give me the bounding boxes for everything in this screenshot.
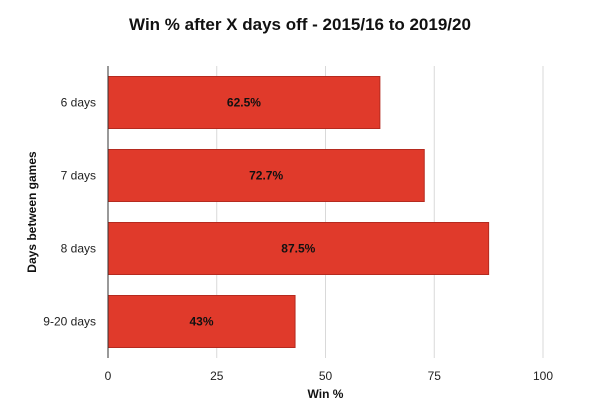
- y-axis-ticks: 6 days 7 days 8 days 9-20 days: [43, 96, 96, 329]
- x-tick-label: 25: [210, 369, 224, 383]
- bars-group: 62.5% 72.7% 87.5% 43%: [107, 76, 490, 348]
- bar: [107, 76, 381, 129]
- bar-data-label: 72.7%: [249, 169, 283, 183]
- bar: [107, 149, 425, 202]
- y-axis-label: Days between games: [25, 151, 39, 273]
- y-tick-label: 9-20 days: [43, 315, 96, 329]
- bar-data-label: 62.5%: [227, 96, 261, 110]
- x-tick-label: 0: [105, 369, 112, 383]
- x-tick-label: 75: [428, 369, 442, 383]
- y-tick-label: 7 days: [61, 169, 96, 183]
- x-axis-ticks: 0 25 50 75 100: [105, 369, 554, 383]
- y-tick-label: 6 days: [61, 96, 96, 110]
- x-tick-label: 100: [533, 369, 553, 383]
- x-tick-label: 50: [319, 369, 333, 383]
- y-tick-label: 8 days: [61, 242, 96, 256]
- bar-data-label: 87.5%: [281, 242, 315, 256]
- bar: [107, 222, 490, 275]
- bar-data-label: 43%: [190, 315, 214, 329]
- chart-title: Win % after X days off - 2015/16 to 2019…: [129, 15, 471, 34]
- x-axis-label: Win %: [308, 387, 344, 401]
